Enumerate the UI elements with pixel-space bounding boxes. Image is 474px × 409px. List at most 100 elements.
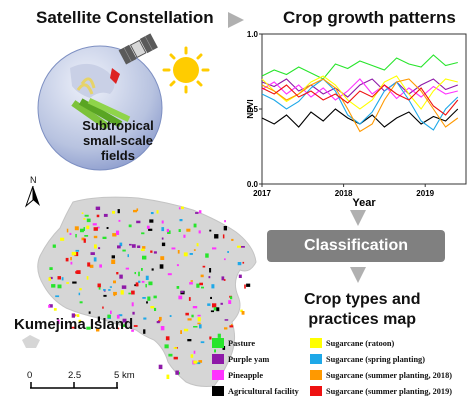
legend-item-agricultural-facility: Agricultural facility [212,386,299,396]
field-patch [84,235,89,237]
field-patch [110,310,112,314]
field-patch [72,281,77,284]
field-patch [246,283,251,287]
field-patch [198,230,201,234]
field-patch [118,314,123,317]
field-patch [213,307,218,311]
field-patch [146,225,150,229]
field-patch [97,283,101,288]
field-patch [132,311,135,315]
legend-swatch [212,338,224,348]
field-patch [179,219,183,222]
field-patch [240,309,243,313]
crop-map-title-line2: practices map [308,311,417,328]
legend-label: Agricultural facility [228,386,299,396]
field-patch [131,329,134,332]
field-patch [201,286,204,289]
field-patch [137,245,141,248]
field-patch [193,223,197,228]
field-patch [160,256,165,260]
field-patch [134,272,136,275]
field-patch [117,209,120,214]
field-patch [210,296,212,299]
field-patch [193,350,196,354]
islet-shape [22,335,40,348]
field-patch [145,275,149,280]
field-patch [97,226,100,229]
island-map [22,196,257,387]
field-patch [128,224,132,228]
field-patch [161,220,164,224]
field-patch [141,280,145,283]
field-patch [173,347,177,349]
field-patch [120,290,124,295]
field-patch [113,280,116,284]
legend-label: Sugarcane (ratoon) [326,338,395,348]
field-patch [51,284,56,288]
field-patch [80,228,84,233]
field-patch [185,312,189,316]
scale-tick-0: 0 [27,370,33,381]
field-patch [209,268,212,273]
field-patch [55,295,60,298]
crop-map-title-line1: Crop types and [304,291,421,308]
field-patch [75,234,77,238]
y-tick-label: 1.0 [247,30,259,39]
field-patch [66,228,69,233]
field-patch [164,344,169,349]
field-patch [178,207,181,210]
field-patch [207,303,211,306]
field-patch [143,329,146,334]
field-patch [148,281,153,286]
field-patch [146,301,148,304]
field-patch [224,258,226,261]
field-patch [193,326,198,328]
field-patch [180,330,182,334]
field-patch [198,360,203,363]
field-patch [186,228,191,232]
field-patch [83,227,85,231]
field-patch [99,264,102,268]
x-axis-label: Year [352,197,376,209]
field-patch [97,316,100,321]
field-patch [135,282,139,287]
field-patch [209,229,212,232]
arrow-down-icon [350,210,366,226]
field-patch [119,242,123,247]
field-patch [159,316,162,321]
field-patch [153,251,157,254]
field-patch [221,276,225,281]
field-patch [158,364,163,370]
legend-label: Pineapple [228,370,264,380]
field-patch [211,284,215,289]
field-patch [151,268,154,271]
field-patch [147,296,151,301]
field-patch [48,304,51,308]
field-patch [74,226,79,231]
field-patch [83,218,86,220]
field-patch [178,229,181,232]
field-patch [102,306,104,309]
field-patch [94,244,97,249]
field-patch [171,247,176,250]
field-patch [111,255,115,259]
legend-swatch [310,354,322,364]
island-shape [37,196,257,387]
field-patch [166,374,170,379]
field-patch [89,264,94,268]
field-patch [98,286,101,290]
legend-swatch [310,386,322,396]
field-patch [141,232,145,235]
field-patch [103,213,108,217]
scale-unit: km [122,370,135,381]
field-patch [240,246,245,248]
field-patch [223,226,227,231]
field-patch [84,214,89,217]
field-patch [191,314,194,318]
field-patch [208,276,211,279]
legend-swatch [212,354,224,364]
field-patch [117,245,121,249]
ndvi-series-5 [261,78,459,131]
crop-map-title: Crop types and practices map [304,290,420,330]
field-patch [118,219,121,222]
